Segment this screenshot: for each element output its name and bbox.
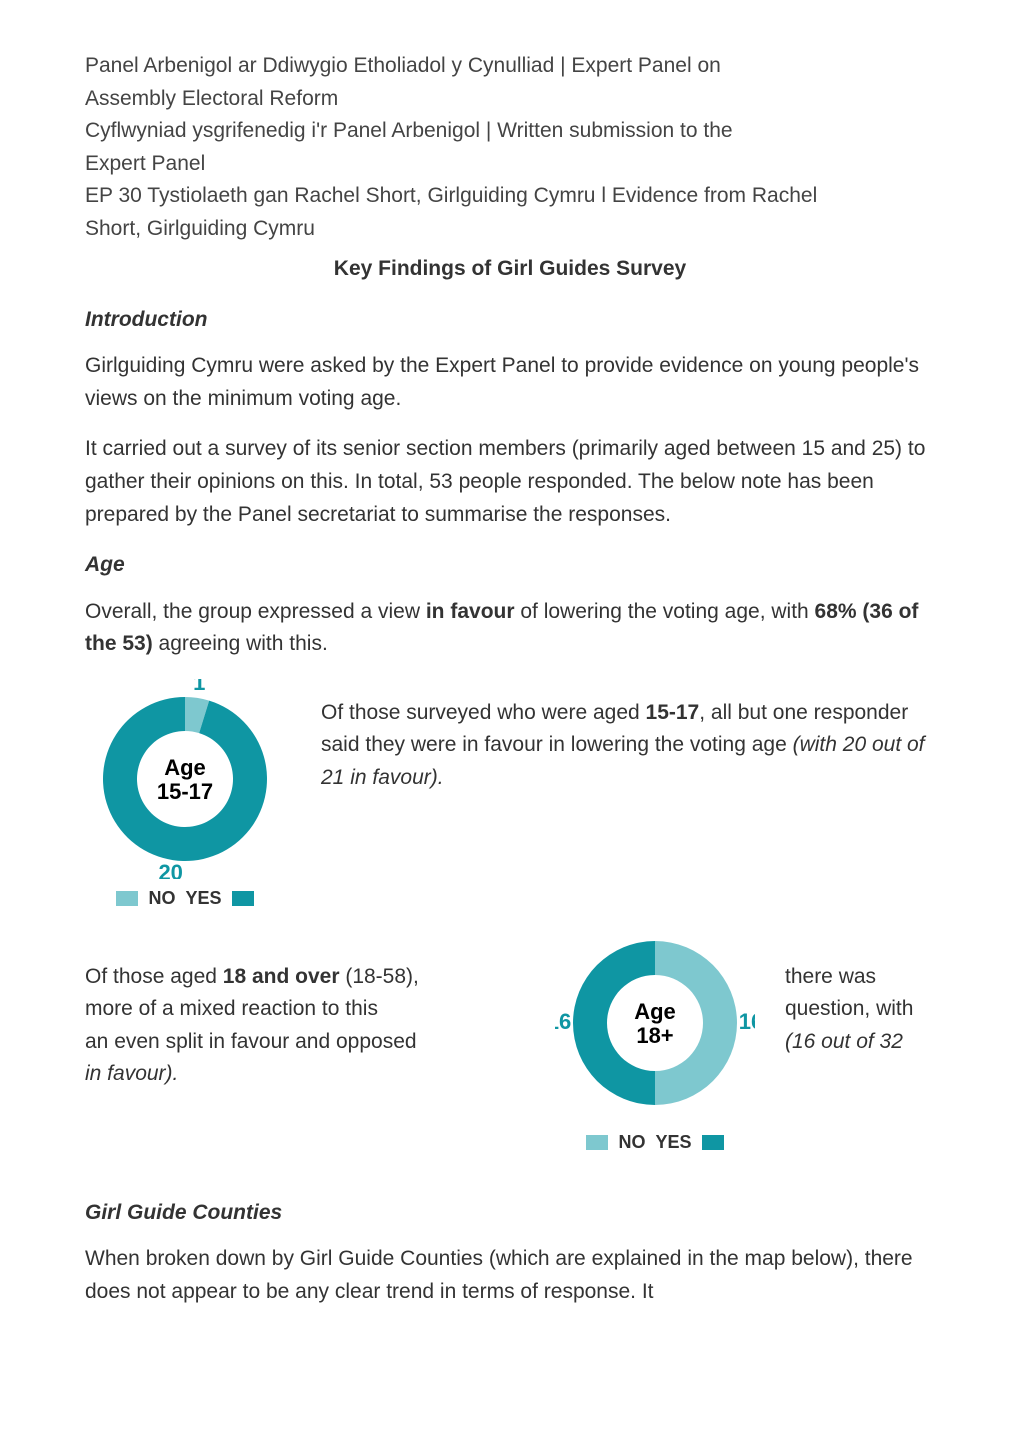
header-line: Assembly Electoral Reform bbox=[85, 83, 935, 116]
legend-no-label: NO bbox=[148, 885, 175, 913]
age-p3-a: Of those aged bbox=[85, 965, 223, 988]
age-p1-a: Overall, the group expressed a view bbox=[85, 600, 426, 623]
donut-15-17: Age15-17 1 20 NO YES bbox=[85, 679, 285, 913]
legend-yes-label: YES bbox=[185, 885, 221, 913]
age-p1-c: of lowering the voting age, with bbox=[515, 600, 815, 623]
age-p3-r2: question, with bbox=[785, 993, 935, 1026]
age-p3-l3: an even split in favour and opposed bbox=[85, 1026, 531, 1059]
svg-text:Age: Age bbox=[164, 755, 206, 780]
donut-15-17-svg: Age15-17 1 20 bbox=[85, 679, 285, 879]
svg-text:20: 20 bbox=[158, 860, 182, 879]
donut-15-17-legend: NO YES bbox=[85, 885, 285, 913]
header-line: Cyflwyniad ysgrifenedig i'r Panel Arbeni… bbox=[85, 115, 935, 148]
svg-text:Age: Age bbox=[634, 999, 676, 1024]
donut-18-svg: Age18+ 16 16 bbox=[555, 923, 755, 1123]
intro-p1: Girlguiding Cymru were asked by the Expe… bbox=[85, 350, 935, 415]
legend-no-label: NO bbox=[618, 1129, 645, 1157]
legend-swatch-yes bbox=[232, 891, 254, 906]
section-heading-intro: Introduction bbox=[85, 304, 935, 337]
age-p3-c: (18-58), bbox=[340, 965, 419, 988]
age-p3-right: there was question, with (16 out of 32 bbox=[785, 923, 935, 1059]
age-p2-b: 15-17 bbox=[646, 701, 700, 724]
header-line: Panel Arbenigol ar Ddiwygio Etholiadol y… bbox=[85, 50, 935, 83]
legend-swatch-yes bbox=[702, 1135, 724, 1150]
svg-text:1: 1 bbox=[193, 679, 205, 695]
chart-row-15-17: Age15-17120 NO YES Of those surveyed who… bbox=[85, 679, 935, 913]
header-block: Panel Arbenigol ar Ddiwygio Etholiadol y… bbox=[85, 50, 935, 245]
intro-p2: It carried out a survey of its senior se… bbox=[85, 433, 935, 531]
svg-text:18+: 18+ bbox=[636, 1023, 673, 1048]
age-p1-b: in favour bbox=[426, 600, 515, 623]
age-p3-l1: Of those aged 18 and over (18-58), bbox=[85, 961, 531, 994]
age-p2: Of those surveyed who were aged 15-17, a… bbox=[321, 697, 935, 795]
section-heading-age: Age bbox=[85, 549, 935, 582]
legend-yes-label: YES bbox=[655, 1129, 691, 1157]
svg-text:16: 16 bbox=[739, 1009, 755, 1034]
age-p3-left: Of those aged 18 and over (18-58), more … bbox=[85, 923, 531, 1091]
counties-p1: When broken down by Girl Guide Counties … bbox=[85, 1243, 935, 1308]
donut-18-legend: NO YES bbox=[555, 1129, 755, 1157]
chart-row-18: Of those aged 18 and over (18-58), more … bbox=[85, 923, 935, 1157]
age-p3-r3: (16 out of 32 bbox=[785, 1026, 935, 1059]
legend-swatch-no bbox=[116, 891, 138, 906]
age-p3-l2: more of a mixed reaction to this bbox=[85, 993, 531, 1026]
page-title: Key Findings of Girl Guides Survey bbox=[85, 253, 935, 286]
age-p2-a: Of those surveyed who were aged bbox=[321, 701, 646, 724]
age-p3-l4: in favour). bbox=[85, 1058, 531, 1091]
header-line: Expert Panel bbox=[85, 148, 935, 181]
age-p3-b: 18 and over bbox=[223, 965, 340, 988]
age-p1-e: agreeing with this. bbox=[153, 632, 328, 655]
header-line: Short, Girlguiding Cymru bbox=[85, 213, 935, 246]
age-p1: Overall, the group expressed a view in f… bbox=[85, 596, 935, 661]
legend-swatch-no bbox=[586, 1135, 608, 1150]
svg-text:15-17: 15-17 bbox=[157, 779, 213, 804]
section-heading-counties: Girl Guide Counties bbox=[85, 1197, 935, 1230]
svg-text:16: 16 bbox=[555, 1009, 571, 1034]
header-line: EP 30 Tystiolaeth gan Rachel Short, Girl… bbox=[85, 180, 935, 213]
donut-18: Age18+ 16 16 NO YES bbox=[555, 923, 755, 1157]
age-p3-r1: there was bbox=[785, 961, 935, 994]
